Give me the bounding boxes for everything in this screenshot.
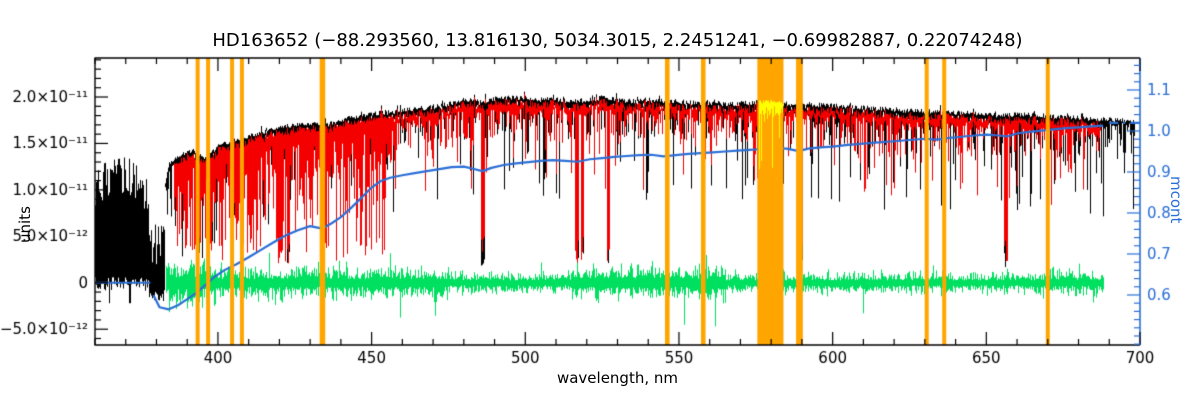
y-axis-label-right: mcont	[1167, 176, 1185, 224]
x-axis-label: wavelength, nm	[556, 369, 679, 387]
plot-title: HD163652 (−88.293560, 13.816130, 5034.30…	[212, 30, 1023, 51]
y-axis-label-left: units	[16, 206, 34, 243]
